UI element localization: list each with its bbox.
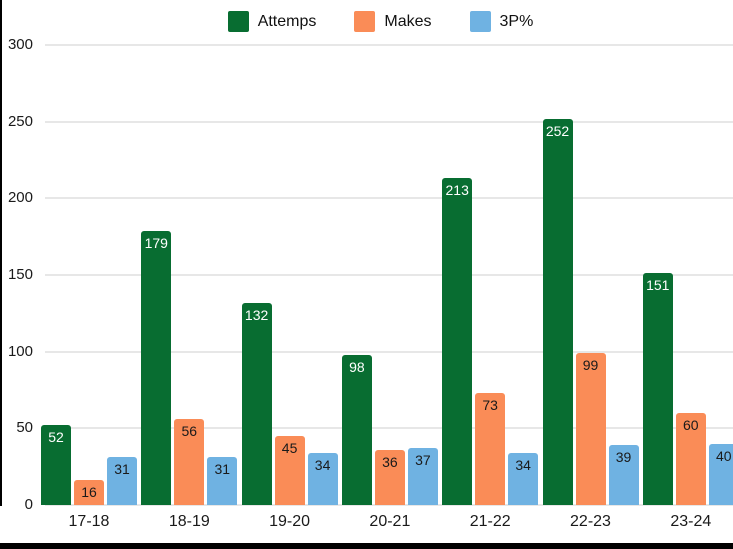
bar-value-label: 252 (545, 122, 570, 139)
bar-value-label: 34 (515, 456, 531, 473)
gridline-200 (45, 197, 733, 200)
y-axis-tick-label: 250 (7, 112, 33, 130)
bar-3p-17-18 (107, 457, 137, 505)
legend-swatch-icon (469, 11, 491, 32)
bar-attemps-23-24 (642, 273, 673, 505)
bar-attemps-19-20 (241, 302, 272, 505)
bar-makes-20-21 (374, 449, 405, 505)
bar-makes-23-24 (675, 413, 706, 505)
gridline-150 (45, 274, 733, 276)
bar-3p-20-21 (407, 448, 438, 505)
bar-value-label: 98 (349, 358, 365, 375)
x-axis-tick-label: 22-23 (570, 513, 611, 530)
legend: Attemps Makes 3P% (14, 11, 733, 32)
bar-3p-18-19 (207, 457, 238, 505)
bar-3p-21-22 (508, 452, 539, 505)
bar-value-label: 37 (415, 452, 431, 469)
bar-3p-23-24 (708, 443, 733, 505)
bar-value-label: 132 (244, 306, 269, 323)
legend-item-makes: Makes (354, 11, 432, 32)
y-axis-tick-label: 150 (7, 266, 33, 283)
bar-makes-18-19 (174, 419, 205, 505)
gridline-0 (45, 504, 733, 506)
bar-value-label: 73 (482, 397, 498, 414)
bar-3p-19-20 (307, 452, 338, 505)
gridline-300 (45, 44, 733, 46)
legend-item-label: Makes (384, 13, 432, 30)
bar-value-label: 60 (683, 417, 699, 433)
bar-value-label: 31 (114, 461, 130, 478)
legend-item-label: Attemps (257, 13, 317, 30)
bar-value-label: 213 (445, 182, 469, 199)
bar-attemps-21-22 (442, 178, 473, 505)
bar-attemps-20-21 (341, 354, 372, 505)
x-axis-tick-label: 18-19 (168, 513, 210, 530)
bar-makes-22-23 (575, 353, 606, 505)
x-axis-tick-label: 21-22 (469, 513, 511, 530)
bar-attemps-22-23 (542, 118, 573, 505)
legend-item-label: 3P% (499, 13, 534, 30)
bar-makes-17-18 (74, 480, 104, 505)
x-axis-tick-label: 23-24 (670, 513, 712, 530)
x-axis-tick-label: 17-18 (68, 513, 110, 530)
bar-attemps-17-18 (41, 425, 71, 505)
y-axis-tick-label: 50 (16, 419, 33, 437)
bar-makes-21-22 (475, 393, 506, 505)
bar-value-label: 99 (582, 357, 599, 374)
bar-value-label: 56 (181, 423, 198, 440)
gridline-50 (45, 427, 733, 430)
bar-value-label: 45 (281, 440, 298, 456)
bar-value-label: 31 (214, 461, 231, 478)
bar-value-label: 16 (81, 484, 97, 501)
bar-value-label: 151 (646, 277, 670, 294)
legend-item-3p: 3P% (469, 11, 534, 32)
legend-swatch-icon (227, 11, 249, 32)
left-border-line (0, 0, 2, 506)
y-axis-tick-label: 200 (7, 189, 33, 207)
bar-makes-19-20 (274, 436, 305, 505)
gridline-100 (45, 350, 733, 353)
bar-value-label: 179 (144, 234, 168, 251)
x-axis-tick-label: 20-21 (369, 513, 411, 530)
y-axis-tick-label: 100 (7, 342, 33, 360)
bottom-black-bar (0, 543, 733, 549)
legend-swatch-icon (354, 11, 376, 32)
bar-value-label: 39 (615, 449, 632, 466)
bar-3p-22-23 (608, 445, 639, 505)
y-axis-tick-label: 0 (24, 496, 33, 513)
bar-value-label: 40 (716, 447, 732, 464)
bar-value-label: 36 (382, 453, 398, 470)
y-axis-tick-label: 300 (7, 36, 33, 53)
bar-attemps-18-19 (141, 230, 172, 505)
legend-item-attemps: Attemps (227, 11, 317, 32)
x-axis-tick-label: 19-20 (269, 513, 311, 530)
gridline-250 (45, 120, 733, 123)
bar-value-label: 34 (314, 456, 331, 473)
bar-value-label: 52 (48, 429, 64, 446)
